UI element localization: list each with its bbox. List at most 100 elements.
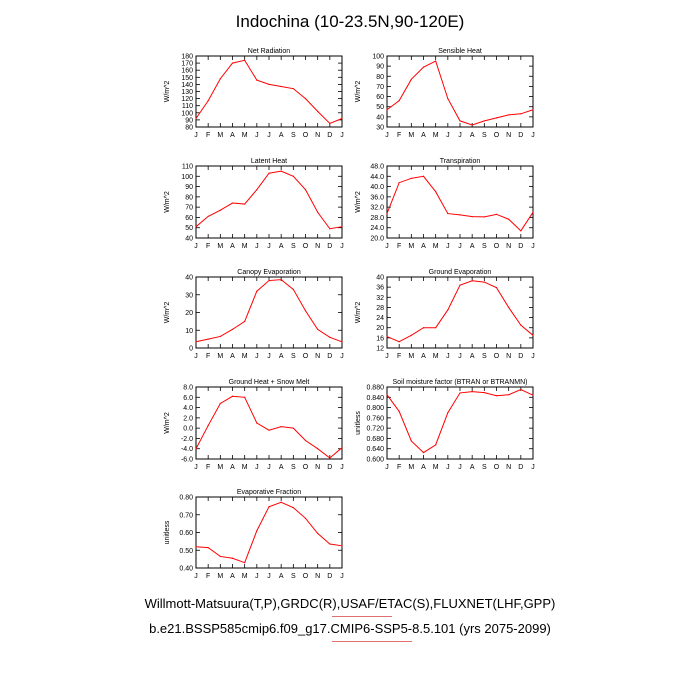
data-point	[329, 122, 331, 125]
data-point	[422, 175, 425, 177]
plot-frame	[195, 165, 343, 239]
y-tick-label: -4.0	[181, 446, 193, 453]
x-tick-label: S	[291, 573, 296, 580]
x-tick-label: M	[433, 132, 439, 139]
data-point	[422, 66, 425, 68]
y-axis-label: W/m^2	[164, 191, 171, 213]
data-point	[386, 109, 388, 111]
x-tick-label: M	[408, 464, 414, 471]
x-tick-label: D	[327, 243, 332, 250]
chart-title: Soil moisture factor (BTRAN or BTRANMN)	[393, 379, 528, 386]
x-tick-label: A	[470, 132, 475, 139]
x-tick-label: F	[206, 132, 210, 139]
data-point	[386, 394, 388, 396]
y-tick-label: 40	[376, 275, 384, 282]
y-axis-label: W/m^2	[355, 302, 362, 324]
data-point	[244, 59, 246, 61]
data-point	[256, 530, 258, 532]
y-tick-label: 20.0	[370, 236, 384, 243]
x-tick-label: J	[267, 573, 271, 580]
x-tick-label: F	[397, 243, 401, 250]
data-point	[508, 218, 510, 220]
plot-frame	[386, 386, 534, 460]
x-tick-label: J	[458, 353, 462, 360]
x-tick-label: A	[279, 573, 284, 580]
footer-underline-2	[332, 641, 412, 642]
data-point	[195, 117, 197, 120]
x-tick-label: D	[518, 353, 523, 360]
data-point	[422, 327, 425, 329]
x-tick-label: N	[315, 353, 320, 360]
chart-title: Canopy Evaporation	[237, 269, 301, 276]
x-tick-label: M	[217, 243, 223, 250]
data-point	[244, 562, 246, 564]
plot-frame	[386, 276, 534, 349]
y-tick-label: 0.800	[366, 405, 384, 412]
x-tick-label: M	[242, 573, 248, 580]
x-tick-label: D	[518, 132, 523, 139]
x-tick-label: J	[531, 353, 535, 360]
data-point	[422, 451, 425, 454]
y-axis-label: unitless	[355, 411, 362, 435]
y-tick-label: 0.720	[366, 426, 384, 433]
y-tick-label: 70	[376, 84, 384, 91]
x-tick-label: D	[327, 132, 332, 139]
data-point	[341, 226, 343, 228]
y-tick-label: 48.0	[370, 164, 384, 171]
y-tick-label: 90	[376, 64, 384, 71]
data-point	[195, 226, 197, 228]
series-line-1	[195, 59, 343, 125]
x-tick-label: M	[408, 353, 414, 360]
data-point	[317, 448, 319, 450]
data-point	[219, 335, 221, 338]
x-tick-label: J	[385, 243, 389, 250]
data-point	[231, 395, 234, 397]
x-tick-label: D	[327, 464, 332, 471]
data-point	[398, 341, 400, 343]
data-point	[341, 341, 343, 343]
data-point	[329, 457, 331, 459]
y-tick-label: 28	[376, 305, 384, 312]
data-point	[398, 182, 400, 184]
x-tick-label: F	[397, 132, 401, 139]
x-tick-label: J	[446, 243, 450, 250]
y-axis-label: W/m^2	[164, 412, 171, 434]
x-tick-label: A	[470, 243, 475, 250]
chart-panel-4: Transpiration W/m^2 20.0 24.0 28.0 32.0 36.0 40…	[355, 158, 535, 250]
series-line-1	[386, 175, 534, 232]
x-tick-label: S	[291, 132, 296, 139]
x-tick-label: D	[327, 573, 332, 580]
x-tick-label: J	[194, 353, 198, 360]
data-point	[207, 338, 209, 340]
x-tick-label: A	[279, 464, 284, 471]
data-point	[329, 336, 331, 338]
x-tick-label: N	[315, 132, 320, 139]
data-point	[219, 209, 221, 211]
y-tick-label: 8.0	[183, 385, 193, 392]
y-tick-label: 16	[376, 335, 384, 342]
y-tick-label: 0.680	[366, 436, 384, 443]
data-point	[508, 394, 510, 396]
x-tick-label: M	[433, 464, 439, 471]
data-point	[292, 288, 294, 291]
data-point	[195, 448, 197, 450]
data-point	[256, 79, 258, 81]
x-tick-label: J	[446, 464, 450, 471]
x-tick-label: J	[255, 464, 259, 471]
data-point	[231, 557, 234, 559]
data-point	[244, 396, 246, 398]
footer-underline-1	[332, 616, 392, 617]
x-tick-label: A	[230, 132, 235, 139]
data-point	[410, 440, 412, 442]
data-point	[231, 62, 234, 64]
y-tick-label: 32	[376, 295, 384, 302]
x-tick-label: M	[242, 353, 248, 360]
x-tick-label: J	[385, 132, 389, 139]
data-point	[256, 290, 258, 292]
data-point	[483, 281, 485, 283]
x-tick-label: J	[531, 243, 535, 250]
data-point	[447, 309, 449, 311]
y-tick-label: 110	[182, 164, 193, 171]
y-tick-label: 36.0	[370, 194, 384, 201]
